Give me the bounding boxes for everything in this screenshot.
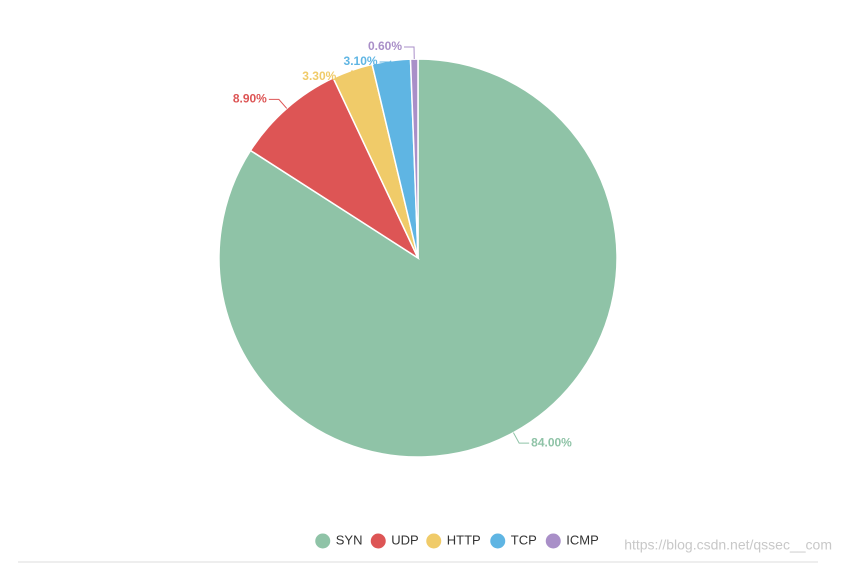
leader-line [404, 46, 415, 60]
leader-line [268, 98, 288, 109]
value-label: 0.60% [368, 39, 402, 53]
legend-label: HTTP [447, 532, 481, 547]
value-label: 3.30% [302, 69, 336, 83]
legend-swatch [370, 533, 386, 549]
legend-label: ICMP [566, 532, 599, 547]
pie-slice [409, 58, 419, 259]
watermark: https://blog.csdn.net/qssec__com [624, 537, 832, 553]
leader-line [512, 432, 530, 444]
legend-swatch [426, 533, 442, 549]
legend-label: SYN [336, 532, 363, 547]
leader-line [379, 60, 392, 63]
legend-label: TCP [511, 532, 537, 547]
value-label: 84.00% [531, 435, 572, 449]
legend-swatch [490, 533, 506, 549]
value-label: 3.10% [344, 54, 378, 68]
legend-label: UDP [391, 532, 418, 547]
legend-swatch [545, 533, 561, 549]
value-label: 8.90% [233, 92, 267, 106]
leader-line [338, 69, 353, 78]
legend-swatch [315, 533, 331, 549]
